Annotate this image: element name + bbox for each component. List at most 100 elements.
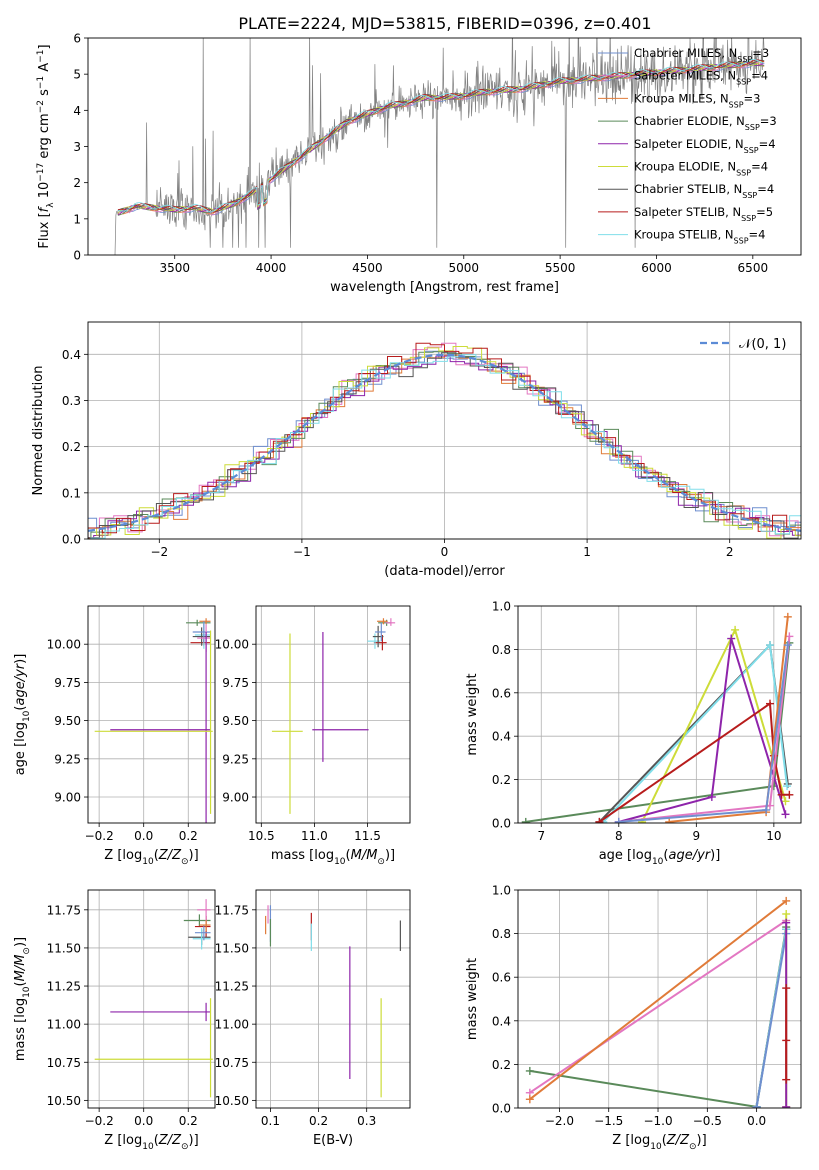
error-bar-point <box>192 621 211 643</box>
x-tick-label: 5000 <box>448 261 479 275</box>
y-tick-label: 9.00 <box>54 791 81 805</box>
grid-lines <box>256 606 410 823</box>
x-tick-label: 0.2 <box>309 1114 328 1128</box>
mass-weight-line <box>529 919 787 1094</box>
axes-frame <box>517 889 802 1109</box>
mass-weight-marker <box>727 634 736 643</box>
error-bar-point <box>199 918 211 932</box>
legend-entry: Salpeter STELIB, NSSP=5 <box>634 205 773 223</box>
mass-weight-marker <box>781 797 790 806</box>
plot-area <box>521 612 794 823</box>
y-tick-label: 9.75 <box>222 676 249 690</box>
mass-weight-marker <box>782 984 791 993</box>
legend-entry: Chabrier ELODIE, NSSP=3 <box>634 114 777 132</box>
y-tick-label: 1.0 <box>492 884 511 898</box>
y-tick-label: 0.6 <box>492 686 511 700</box>
mass-weight-marker <box>783 612 792 621</box>
plot-area <box>525 896 791 1108</box>
x-tick-label: 4000 <box>256 261 287 275</box>
x-tick-label: 9 <box>693 829 701 843</box>
x-tick-label: 3500 <box>159 261 190 275</box>
y-tick-label: 10.00 <box>215 638 249 652</box>
grid-lines <box>88 890 215 1108</box>
mass-weight-marker <box>777 790 786 799</box>
y-tick-label: 9.50 <box>222 714 249 728</box>
axes-frame <box>255 889 411 1109</box>
x-axis-label: mass [log10(M/M⊙)] <box>271 848 395 867</box>
y-axis-label: mass weight <box>465 673 480 755</box>
age-vs-mass-panel: 10.5 11.0 11.5 9.00 9.25 9.50 9.75 10.00 mass [l… <box>215 605 411 867</box>
x-tick-label: −1.5 <box>594 1114 623 1128</box>
axes-frame <box>87 889 216 1109</box>
mass-weight-marker <box>665 817 674 823</box>
y-tick-label: 0.4 <box>492 1014 511 1028</box>
plot-area <box>265 905 401 1098</box>
x-tick-label: −0.2 <box>85 829 114 843</box>
mass-weight-marker <box>781 810 790 819</box>
y-tick-label: 0 <box>73 249 81 263</box>
legend-entry: Kroupa STELIB, NSSP=4 <box>634 228 765 246</box>
mass-weight-marker <box>783 782 792 791</box>
mass-weight-marker <box>707 792 716 801</box>
age-vs-metallicity-panel: −0.2 0.0 0.2 9.00 9.25 9.50 9.75 10.00 Z [log10(… <box>13 605 216 867</box>
x-tick-label: −0.2 <box>85 1114 114 1128</box>
mass-weight-marker <box>762 805 771 814</box>
mass-weight-marker <box>525 1066 534 1075</box>
x-tick-label: −0.5 <box>693 1114 722 1128</box>
plot-area <box>88 342 801 539</box>
mass-weight-line <box>529 900 787 1101</box>
error-bar-point <box>377 618 388 625</box>
legend-entry: 𝒩(0, 1) <box>739 337 786 352</box>
x-axis-label: age [log10(age/yr)] <box>599 848 721 867</box>
x-tick-label: 0.0 <box>134 829 153 843</box>
plot-area <box>271 618 396 814</box>
x-tick-label: 11.0 <box>301 829 328 843</box>
x-axis-label: Z [log10(Z/Z⊙)] <box>104 1133 198 1152</box>
y-tick-label: 0.8 <box>492 927 511 941</box>
residual-histogram-panel: −2 −1 0 1 2 0.0 0.1 0.2 0.3 0.4 𝒩(0, 1) (data-model… <box>31 321 802 579</box>
mass-weight-marker <box>785 790 794 799</box>
mass-weight-marker <box>782 896 791 905</box>
mass-weight-marker <box>782 1036 791 1045</box>
x-tick-label: 0.1 <box>261 1114 280 1128</box>
y-tick-label: 5 <box>73 68 81 82</box>
mass-weight-marker <box>731 625 740 634</box>
x-tick-label: 0.3 <box>357 1114 376 1128</box>
y-tick-label: 11.25 <box>215 980 249 994</box>
error-bar-point <box>94 630 213 814</box>
mass-weight-marker <box>782 918 791 927</box>
mass-weight-marker <box>595 817 604 823</box>
y-tick-label: 11.75 <box>215 903 249 917</box>
x-tick-label: 0.0 <box>747 1114 766 1128</box>
mass-vs-metallicity-panel: −0.2 0.0 0.2 10.50 10.75 11.00 11.25 11.50 11.75… <box>13 889 216 1152</box>
error-bar-point <box>373 635 387 651</box>
error-bar-point <box>197 899 211 921</box>
error-bar-point <box>385 618 396 626</box>
y-tick-label: 1.0 <box>492 600 511 614</box>
y-tick-label: 0.4 <box>62 348 81 362</box>
x-tick-label: −1.0 <box>643 1114 672 1128</box>
x-axis-label: E(B-V) <box>313 1133 353 1148</box>
mass-weight-marker <box>521 817 530 823</box>
weight-vs-age-panel: 7 8 9 10 0.0 0.2 0.4 0.6 0.8 1.0 age [log10(age/yr… <box>465 600 802 867</box>
x-tick-label: −2.0 <box>545 1114 574 1128</box>
legend-entry: Chabrier STELIB, NSSP=4 <box>634 182 774 200</box>
x-axis-label: Z [log10(Z/Z⊙)] <box>612 1133 706 1152</box>
axes-frame <box>87 605 216 824</box>
legend-entry: Kroupa ELODIE, NSSP=4 <box>634 160 768 178</box>
y-tick-label: 11.00 <box>215 1018 249 1032</box>
y-tick-label: 10.75 <box>215 1056 249 1070</box>
y-tick-label: 0.2 <box>492 1058 511 1072</box>
plot-area <box>94 899 213 1098</box>
residual-legend: 𝒩(0, 1) <box>700 337 786 352</box>
x-tick-label: 11.5 <box>354 829 381 843</box>
x-tick-label: 5500 <box>545 261 576 275</box>
mass-weight-marker <box>782 1075 791 1084</box>
y-tick-label: 9.75 <box>54 676 81 690</box>
x-tick-label: 10.5 <box>248 829 275 843</box>
mass-weight-marker <box>614 817 623 823</box>
legend-entry: Kroupa MILES, NSSP=3 <box>634 91 760 109</box>
y-tick-label: 11.50 <box>47 941 81 955</box>
y-axis-label: age [log10(age/yr)] <box>13 654 32 776</box>
